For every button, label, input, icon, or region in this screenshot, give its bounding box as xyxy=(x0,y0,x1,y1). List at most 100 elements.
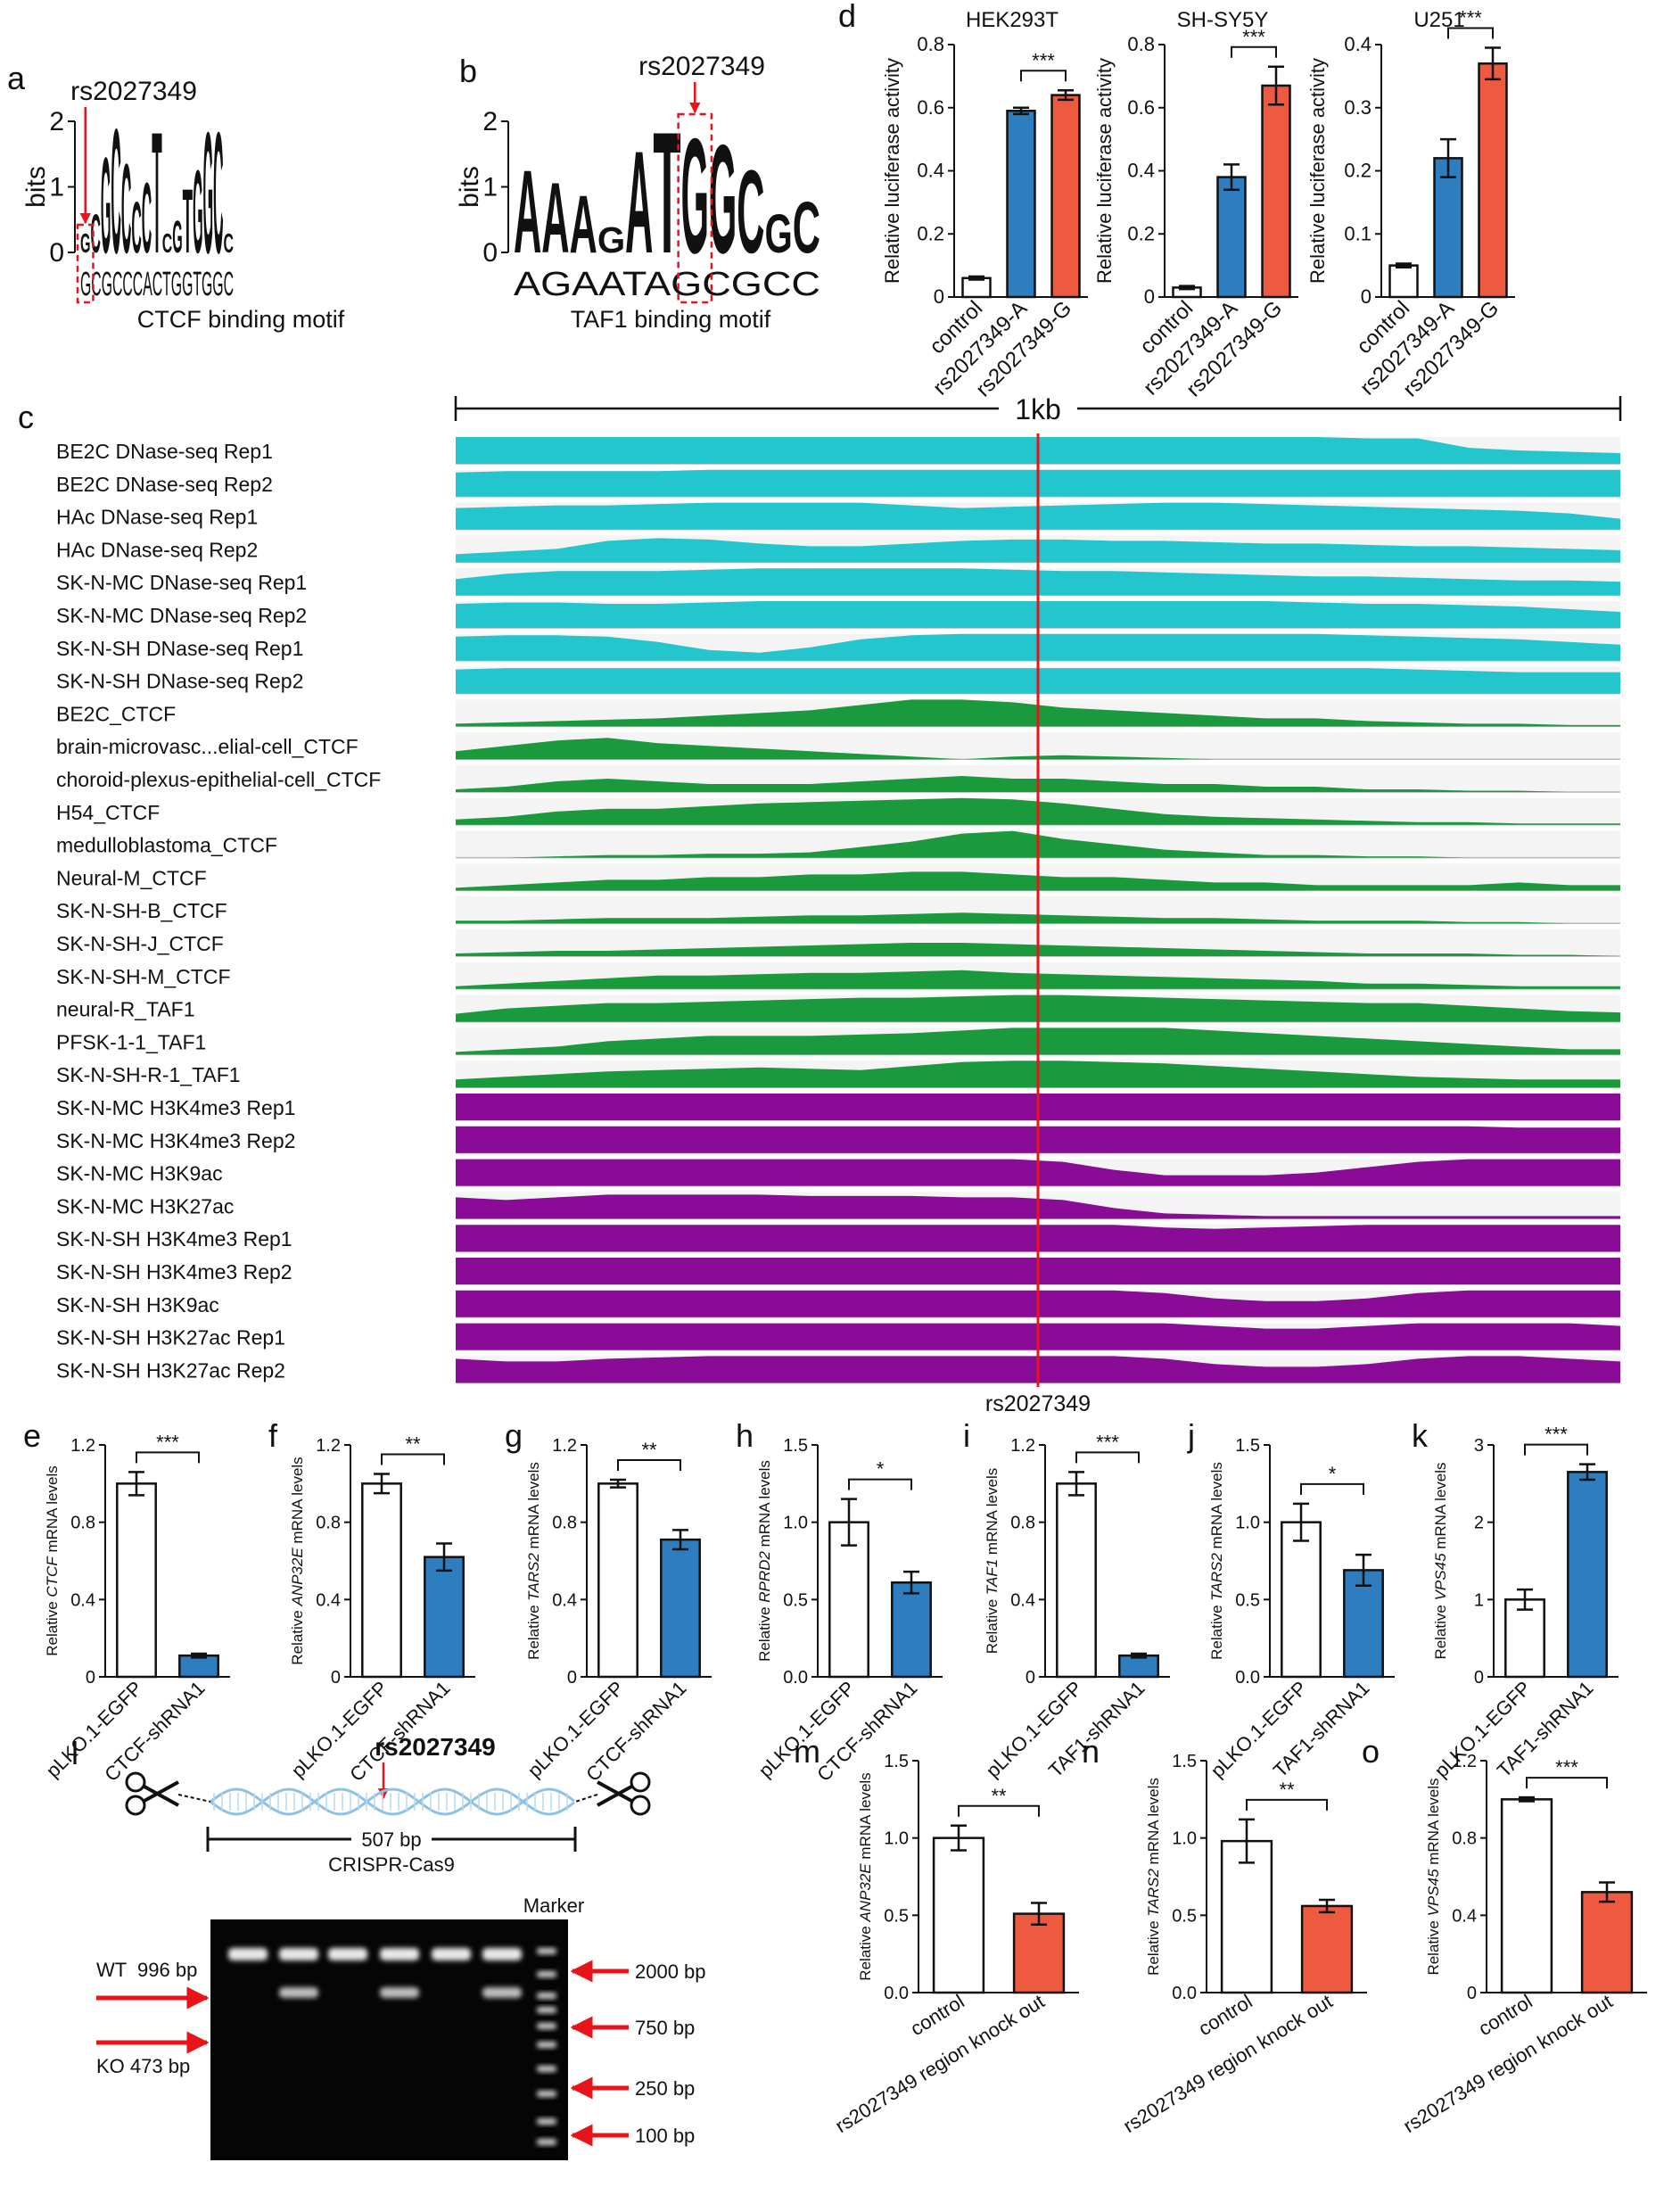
logo-letter: G xyxy=(203,96,213,290)
track-label: HAc DNase-seq Rep2 xyxy=(56,538,258,561)
marker-band xyxy=(537,2023,556,2029)
ko-label: KO 473 bp xyxy=(96,2055,190,2077)
track-label: PFSK-1-1_TAF1 xyxy=(56,1030,206,1053)
y-tick-label: 0 xyxy=(934,285,944,308)
y-tick-label: 0.2 xyxy=(1127,222,1155,244)
track-label: SK-N-MC H3K4me3 Rep1 xyxy=(56,1096,295,1119)
scissor-blade xyxy=(597,1780,634,1803)
marker-band xyxy=(537,1993,556,1999)
scale-label: 1kb xyxy=(1015,393,1061,425)
logo-letter: C xyxy=(111,92,120,291)
track-label: SK-N-MC H3K4me3 Rep2 xyxy=(56,1129,295,1152)
significance: ** xyxy=(405,1433,421,1456)
marker-band xyxy=(537,2118,556,2125)
logo-letter: G xyxy=(80,229,90,260)
bar xyxy=(1050,94,1081,299)
y-axis-label: Relative VPS45 mRNA levels xyxy=(1432,1462,1449,1659)
snp-label: rs2027349 xyxy=(70,77,197,106)
panel-label: i xyxy=(963,1417,970,1454)
y-tick-label: 1.5 xyxy=(1235,1436,1260,1456)
y-tick-label: 0.8 xyxy=(316,1514,341,1533)
y-tick-label: 0.8 xyxy=(552,1514,577,1533)
y-axis-label-part: mRNA levels xyxy=(984,1468,1001,1559)
bar xyxy=(932,1836,985,1994)
caption: CTCF binding motif xyxy=(137,306,345,333)
y-tick-label: 0 xyxy=(567,1668,577,1688)
y-tick-label: 0 xyxy=(1144,285,1155,308)
tick-label: 2 xyxy=(49,107,64,136)
track-label: H54_CTCF xyxy=(56,801,160,824)
y-tick-label: 1.0 xyxy=(1235,1514,1260,1533)
y-axis-label-part: TARS2 xyxy=(1145,1869,1162,1917)
gel-band xyxy=(482,1948,522,1960)
track-label: SK-N-SH-J_CTCF xyxy=(56,932,224,955)
tick-label: 0 xyxy=(49,238,64,268)
y-axis-label: Relative TARS2 mRNA levels xyxy=(1145,1778,1162,1976)
bar xyxy=(891,1581,932,1679)
y-tick-label: 0.8 xyxy=(70,1514,95,1533)
logo-letter: C xyxy=(121,137,131,280)
logo-letter: A xyxy=(570,180,597,271)
significance: *** xyxy=(1242,26,1265,48)
track-label: choroid-plexus-epithelial-cell_CTCF xyxy=(56,768,381,791)
y-tick-label: 0.5 xyxy=(884,1906,909,1926)
gel-band xyxy=(380,1987,419,1998)
y-tick-label: 1.2 xyxy=(1010,1436,1035,1456)
y-tick-label: 0.2 xyxy=(917,222,944,244)
y-axis-label-part: RPRD2 xyxy=(756,1551,773,1603)
bar xyxy=(1281,1521,1322,1679)
y-tick-label: 0 xyxy=(1467,1984,1477,2003)
y-tick-label: 0.4 xyxy=(1452,1906,1477,1926)
significance-bracket xyxy=(848,1478,912,1490)
y-tick-label: 1.5 xyxy=(1172,1752,1197,1771)
bar xyxy=(1261,84,1291,299)
significance: ** xyxy=(1279,1779,1295,1801)
bar xyxy=(1118,1654,1159,1679)
y-axis-label: Relative CTCF mRNA levels xyxy=(44,1465,61,1656)
cut-line xyxy=(177,1794,211,1803)
y-tick-label: 0.4 xyxy=(552,1590,577,1610)
y-tick-label: 0.4 xyxy=(1010,1590,1035,1610)
y-tick-label: 0 xyxy=(1026,1668,1035,1688)
panel-label: m xyxy=(794,1733,820,1770)
y-tick-label: 0.4 xyxy=(917,160,944,182)
panel-label: l xyxy=(71,1735,78,1771)
logo-letter: C xyxy=(224,229,235,260)
track-label: medulloblastoma_CTCF xyxy=(56,834,277,857)
panel-label: g xyxy=(505,1417,523,1454)
y-tick-label: 0.4 xyxy=(316,1590,341,1610)
bar xyxy=(660,1538,701,1679)
snp-box xyxy=(677,112,713,304)
significance-bracket xyxy=(1524,1443,1588,1456)
y-tick-label: 0.8 xyxy=(1127,33,1155,55)
scissor-ring xyxy=(125,1771,146,1793)
x-tick-label: control xyxy=(906,1990,968,2040)
y-axis-label-part: mRNA levels xyxy=(857,1772,874,1863)
y-axis-label-part: Relative xyxy=(289,1606,306,1665)
track-label: HAc DNase-seq Rep1 xyxy=(56,506,258,529)
logo-letter: C xyxy=(737,144,764,277)
significance-bracket xyxy=(1447,27,1494,39)
track-label: BE2C DNase-seq Rep1 xyxy=(56,440,273,463)
y-axis-label-part: VPS45 xyxy=(1425,1869,1442,1916)
scissor-ring xyxy=(630,1771,651,1793)
scissor-ring xyxy=(125,1795,146,1816)
tick-label: 2 xyxy=(482,107,498,136)
y-axis-label: Relative TARS2 mRNA levels xyxy=(525,1462,542,1660)
sequence: AGAATAGCGCC xyxy=(514,266,820,303)
panel-label: k xyxy=(1412,1417,1429,1454)
dna-strand xyxy=(210,1787,575,1816)
logo-letter: C xyxy=(162,229,173,260)
y-axis-label-part: Relative xyxy=(525,1601,542,1660)
y-axis-label: Relative VPS45 mRNA levels xyxy=(1425,1778,1442,1975)
track-label: SK-N-SH H3K4me3 Rep1 xyxy=(56,1227,292,1250)
y-axis-label-part: Relative xyxy=(1425,1916,1442,1975)
track-label: SK-N-MC DNase-seq Rep1 xyxy=(56,571,307,594)
y-tick-label: 1.2 xyxy=(552,1436,577,1456)
significance: ** xyxy=(641,1439,657,1461)
panel-label: f xyxy=(268,1417,278,1454)
y-tick-label: 0 xyxy=(86,1668,95,1688)
y-tick-label: 0.0 xyxy=(783,1668,808,1688)
track-signal xyxy=(456,738,1620,760)
method-label: CRISPR-Cas9 xyxy=(328,1853,455,1876)
